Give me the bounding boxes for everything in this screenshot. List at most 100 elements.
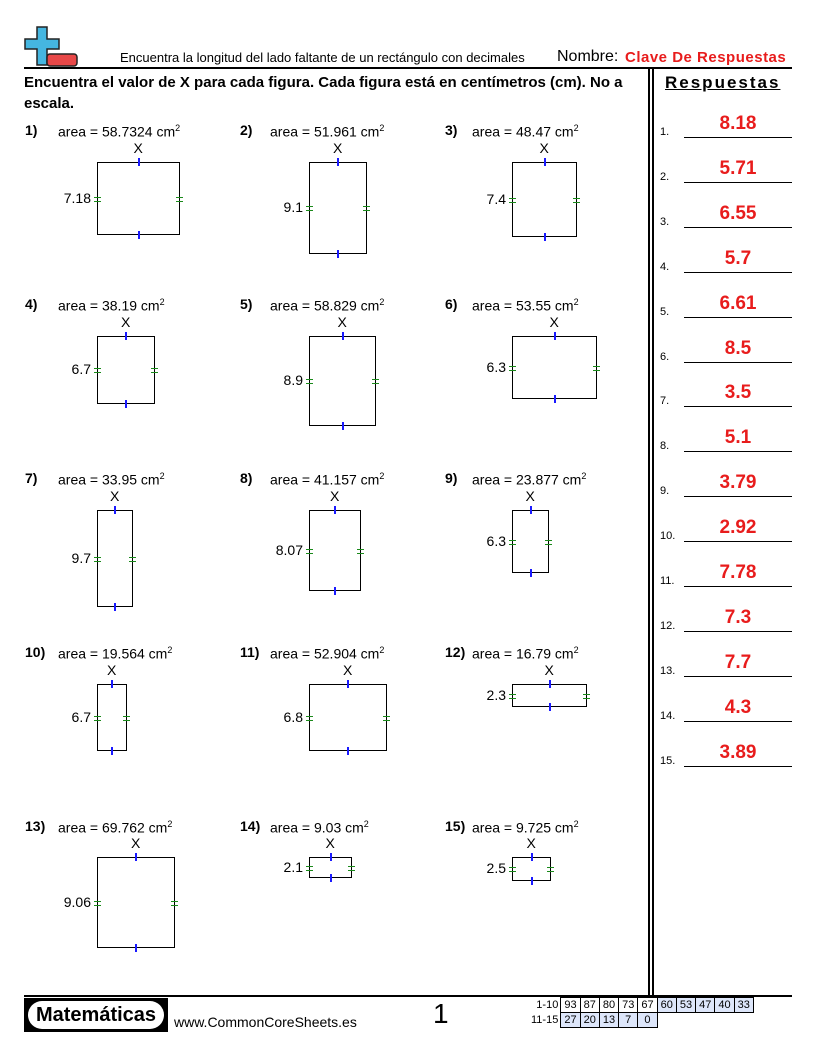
rectangle-figure (309, 162, 367, 254)
area-value: area = 52.904 cm (270, 645, 380, 662)
area-exponent: 2 (379, 645, 385, 655)
unknown-side-label: X (133, 140, 143, 156)
area-text: area = 58.7324 cm2 (58, 123, 180, 140)
score-cell: 80 (598, 997, 620, 1013)
answer-line (684, 271, 792, 273)
name-label: Nombre: (557, 48, 619, 65)
area-value: area = 9.03 cm (270, 819, 364, 836)
width-tick-bottom (543, 233, 546, 241)
width-tick-top (334, 506, 336, 514)
answer-line (684, 226, 792, 228)
area-value: area = 58.7324 cm (58, 123, 176, 140)
score-cell: 53 (675, 997, 697, 1013)
problem-number: 1) (25, 122, 38, 138)
area-exponent: 2 (167, 819, 173, 829)
area-exponent: 2 (573, 123, 579, 133)
area-exponent: 2 (581, 471, 587, 481)
width-tick-bottom (111, 747, 113, 755)
rectangle-figure (97, 857, 175, 948)
rectangle-figure (97, 162, 180, 235)
area-text: area = 33.95 cm2 (58, 471, 165, 488)
width-tick-bottom (329, 874, 332, 882)
height-tick-left (94, 556, 101, 562)
score-row-label: 1-10 (536, 999, 559, 1011)
width-tick-top (114, 506, 116, 514)
height-tick-right (171, 900, 178, 906)
area-exponent: 2 (379, 123, 385, 133)
problem-number: 15) (445, 818, 466, 834)
area-value: area = 9.725 cm (472, 819, 574, 836)
score-cell: 33 (733, 997, 754, 1013)
known-side-label: 6.3 (486, 358, 506, 375)
answer-value: 2.92 (719, 517, 757, 539)
score-cell: 87 (579, 997, 600, 1013)
answer-number: 15. (660, 754, 676, 767)
rectangle-figure (512, 336, 597, 399)
height-tick-left (306, 865, 313, 871)
answer-value: 6.61 (719, 292, 757, 314)
area-exponent: 2 (159, 471, 165, 481)
height-tick-left (94, 715, 101, 721)
score-cell: 93 (560, 997, 581, 1013)
answer-value: 5.71 (719, 157, 757, 179)
unknown-side-label: X (343, 662, 353, 678)
height-tick-left (306, 715, 313, 721)
known-side-label: 8.9 (283, 372, 303, 388)
width-tick-top (111, 680, 113, 688)
rectangle-figure (512, 510, 549, 573)
unknown-side-label: X (131, 835, 141, 851)
answer-value: 3.79 (719, 472, 757, 494)
answer-line (684, 675, 792, 677)
width-tick-bottom (337, 250, 339, 258)
area-value: area = 51.961 cm (270, 123, 380, 140)
area-value: area = 58.829 cm (270, 297, 380, 314)
column-divider-2 (652, 69, 654, 995)
known-side-label: 9.1 (283, 199, 303, 215)
answer-line (684, 316, 792, 318)
width-tick-top (337, 158, 339, 166)
answer-line (684, 451, 792, 453)
width-tick-bottom (341, 422, 344, 430)
height-tick-left (306, 548, 313, 554)
height-tick-right (593, 365, 600, 371)
width-tick-top (543, 158, 546, 166)
score-cell: 13 (598, 1012, 620, 1028)
answer-line (684, 765, 792, 767)
answer-value: 7.78 (719, 562, 757, 583)
height-tick-right (151, 368, 158, 373)
width-tick-bottom (135, 944, 137, 952)
area-text: area = 19.564 cm2 (58, 645, 172, 662)
worksheet-subtitle: Encuentra la longitud del lado faltante … (120, 50, 525, 65)
answer-number: 3. (660, 215, 670, 228)
area-exponent: 2 (167, 645, 173, 655)
width-tick-top (530, 853, 533, 861)
answer-number: 5. (660, 305, 670, 318)
known-side-label: 2.3 (486, 686, 506, 703)
answer-line (684, 137, 792, 138)
width-tick-bottom (347, 747, 349, 755)
score-cell: 67 (637, 997, 658, 1013)
score-table: 1-10 93 87 80 73 67 60 53 47 40 33 11-15 27 20 13 7 0 (528, 997, 754, 1028)
area-text: area = 51.961 cm2 (270, 123, 384, 140)
height-tick-right (176, 196, 183, 202)
page-number: 1 (433, 998, 449, 1029)
answer-number: 13. (660, 664, 676, 677)
width-tick-top (125, 332, 127, 340)
score-row-label: 11-15 (531, 1014, 559, 1026)
width-tick-top (529, 506, 532, 514)
width-tick-bottom (334, 587, 336, 595)
height-tick-left (509, 867, 516, 872)
answer-number: 1. (660, 126, 670, 138)
area-exponent: 2 (159, 297, 165, 307)
known-side-label: 9.06 (63, 893, 91, 910)
width-tick-top (347, 680, 349, 688)
known-side-label: 9.7 (71, 549, 91, 566)
rectangle-figure (97, 336, 155, 404)
area-value: area = 48.47 cm (472, 123, 574, 140)
area-exponent: 2 (573, 297, 579, 307)
logo-plus-minus-icon (24, 26, 78, 68)
height-tick-right (372, 379, 379, 384)
height-tick-left (94, 196, 101, 202)
width-tick-bottom (529, 569, 532, 577)
answer-value: 7.3 (724, 606, 752, 628)
